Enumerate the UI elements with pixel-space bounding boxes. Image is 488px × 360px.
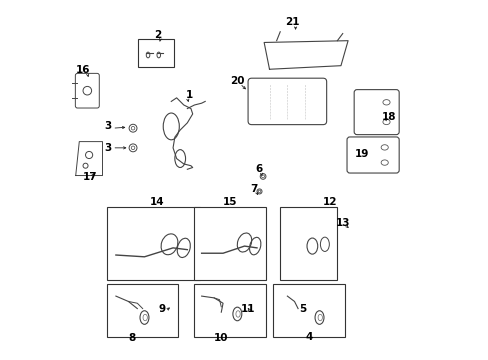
Text: 14: 14 [149, 197, 164, 207]
Text: 11: 11 [240, 304, 255, 314]
Text: 21: 21 [285, 17, 299, 27]
Text: 12: 12 [322, 197, 337, 207]
Text: 6: 6 [255, 164, 262, 174]
Text: 4: 4 [305, 332, 312, 342]
Text: 5: 5 [298, 304, 305, 314]
Text: 9: 9 [159, 304, 165, 314]
Bar [194, 284, 265, 337]
Text: 18: 18 [381, 112, 396, 122]
Text: 7: 7 [250, 184, 257, 194]
Bar [107, 284, 178, 337]
Bar [138, 39, 173, 67]
Text: 2: 2 [154, 30, 162, 40]
Text: 1: 1 [185, 90, 192, 100]
Bar [272, 284, 344, 337]
Text: 13: 13 [335, 218, 349, 228]
Text: 16: 16 [76, 65, 90, 75]
Text: 17: 17 [82, 172, 97, 182]
Text: 15: 15 [223, 197, 237, 207]
Bar [280, 207, 337, 280]
Text: 20: 20 [230, 76, 244, 86]
Bar [107, 207, 200, 280]
Text: 19: 19 [354, 149, 369, 159]
Text: 8: 8 [128, 333, 135, 343]
Text: 3: 3 [104, 143, 111, 153]
Bar [194, 207, 265, 280]
Text: 3: 3 [104, 121, 111, 131]
Text: 10: 10 [214, 333, 228, 343]
